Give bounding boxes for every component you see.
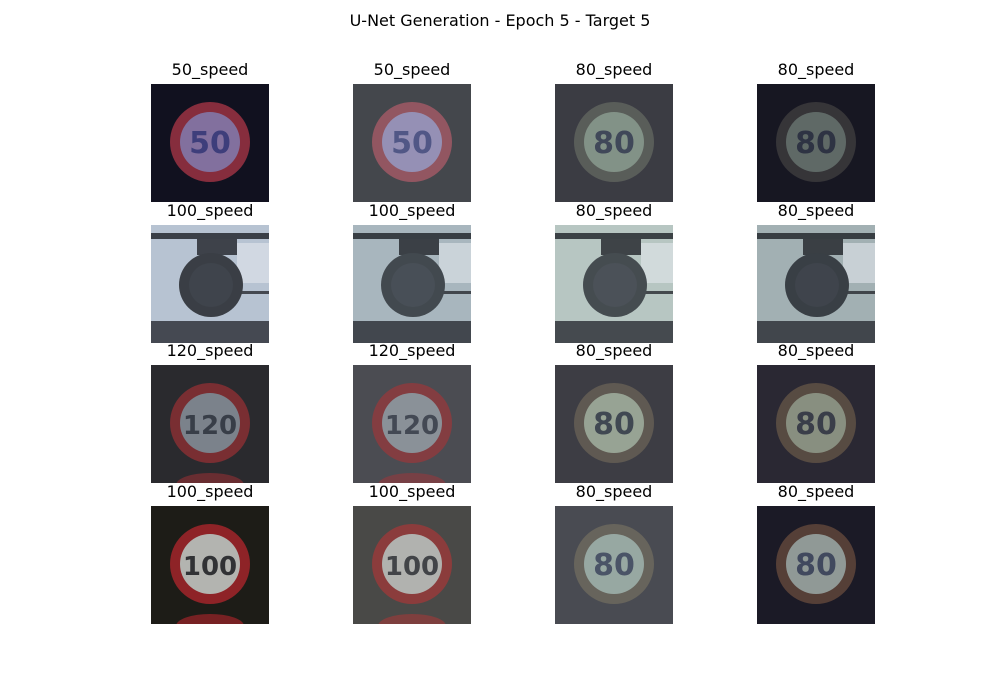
sign-image: 120: [353, 365, 471, 483]
cell-label: 80_speed: [575, 341, 653, 360]
sign-image: 100: [353, 506, 471, 624]
sign-number-mark: 80: [593, 548, 635, 583]
sign-number-mark: 120: [385, 411, 439, 441]
sign-image: 50: [353, 84, 471, 202]
sign-image: [353, 225, 471, 343]
sign-image: 120: [151, 365, 269, 483]
sign-image: 80: [555, 506, 673, 624]
cell-label: 100_speed: [368, 482, 456, 501]
cell-label: 100_speed: [166, 482, 254, 501]
cell-label: 80_speed: [575, 201, 653, 220]
cell-label: 50_speed: [171, 60, 249, 79]
cell-label: 80_speed: [777, 482, 855, 501]
sign-number-mark: 50: [391, 126, 433, 161]
sign-image: 80: [757, 84, 875, 202]
sign-image: 50: [151, 84, 269, 202]
sign-number-mark: 80: [795, 126, 837, 161]
sign-number-mark: 100: [183, 552, 237, 582]
sign-number-mark: 80: [795, 407, 837, 442]
sign-image: 80: [757, 365, 875, 483]
sign-image: [555, 225, 673, 343]
sign-number-mark: 80: [593, 407, 635, 442]
cell-label: 80_speed: [575, 60, 653, 79]
sign-image: 80: [555, 84, 673, 202]
sign-image: [151, 225, 269, 343]
cell-label: 80_speed: [777, 60, 855, 79]
sign-image: 80: [757, 506, 875, 624]
sign-number-mark: 100: [385, 552, 439, 582]
cell-label: 100_speed: [166, 201, 254, 220]
sign-image: [757, 225, 875, 343]
sign-image: 100: [151, 506, 269, 624]
cell-label: 50_speed: [373, 60, 451, 79]
figure-title: U-Net Generation - Epoch 5 - Target 5: [349, 11, 651, 30]
sign-image: 80: [555, 365, 673, 483]
sign-number-mark: 80: [593, 126, 635, 161]
sign-number-mark: 120: [183, 411, 237, 441]
sign-number-mark: 80: [795, 548, 837, 583]
cell-label: 80_speed: [575, 482, 653, 501]
cell-label: 100_speed: [368, 201, 456, 220]
cell-label: 80_speed: [777, 201, 855, 220]
cell-label: 120_speed: [166, 341, 254, 360]
sign-number-mark: 50: [189, 126, 231, 161]
cell-label: 80_speed: [777, 341, 855, 360]
cell-label: 120_speed: [368, 341, 456, 360]
